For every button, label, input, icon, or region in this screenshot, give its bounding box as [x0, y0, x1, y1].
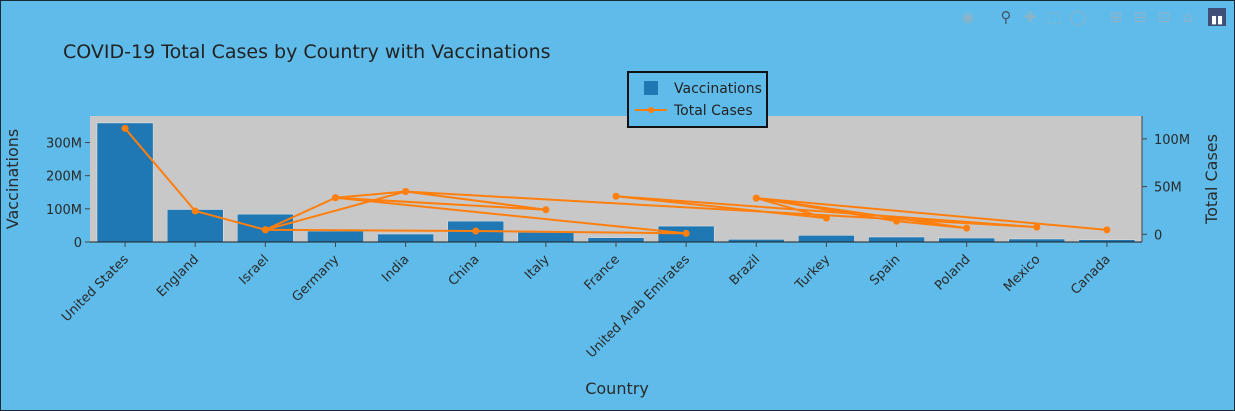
y-axis-ticks: 0 100M 200M 300M — [46, 137, 90, 251]
point-poland[interactable] — [963, 224, 971, 232]
line-series — [121, 124, 1111, 237]
point-canada[interactable] — [1103, 226, 1111, 234]
point-germany[interactable] — [331, 194, 339, 202]
point-turkey[interactable] — [822, 214, 830, 222]
box-select-icon[interactable]: ⬚ — [1046, 8, 1062, 26]
y-tick-label: 0 — [74, 236, 82, 251]
x-tick-label: United States — [59, 252, 132, 325]
bar-turkey[interactable] — [798, 235, 855, 243]
point-brazil[interactable] — [752, 194, 760, 202]
legend[interactable]: Vaccinations Total Cases — [627, 71, 768, 128]
y-tick-label: 200M — [46, 170, 82, 185]
zoom-in-icon[interactable]: ⊞ — [1109, 8, 1123, 26]
bar-france[interactable] — [587, 237, 645, 243]
bar-spain[interactable] — [868, 236, 925, 243]
x-tick-label: Turkey — [792, 252, 833, 293]
point-france[interactable] — [612, 192, 620, 200]
bar-united-states[interactable] — [96, 122, 154, 243]
bar-india[interactable] — [377, 233, 434, 243]
y-axis-title: Vaccinations — [3, 129, 22, 229]
y-tick-label: 100M — [46, 203, 82, 218]
point-england[interactable] — [191, 207, 199, 215]
y2-tick-label: 50M — [1154, 181, 1182, 196]
zoom-icon[interactable]: ⚲ — [1000, 8, 1012, 26]
legend-label-total-cases: Total Cases — [673, 103, 753, 119]
x-tick-label: China — [446, 252, 483, 289]
x-tick-label: Israel — [236, 252, 272, 288]
bar-series — [96, 122, 1136, 243]
legend-label-vaccinations: Vaccinations — [674, 81, 762, 97]
x-tick-label: England — [154, 252, 202, 300]
point-united-states[interactable] — [121, 124, 129, 132]
x-tick-label: Spain — [867, 252, 903, 288]
zoom-out-icon[interactable]: ⊟ — [1133, 8, 1147, 26]
home-icon[interactable]: ⌂ — [1183, 8, 1193, 26]
point-mexico[interactable] — [1033, 223, 1041, 231]
y2-axis-ticks: 0 50M 100M — [1141, 116, 1190, 243]
x-tick-label: Germany — [289, 252, 342, 305]
x-tick-label: Poland — [932, 252, 973, 293]
y2-axis-title: Total Cases — [1202, 134, 1221, 225]
modebar: ◉ ⚲ ✚ ⬚ ◯ ⊞ ⊟ ⊡ ⌂ ▮▮ — [958, 7, 1226, 27]
x-tick-label: Canada — [1068, 252, 1114, 298]
legend-swatch-vaccinations — [644, 81, 658, 95]
plotly-logo-icon[interactable]: ▮▮ — [1208, 8, 1226, 26]
legend-marker-total-cases — [648, 107, 654, 113]
bar-italy[interactable] — [517, 232, 575, 243]
bar-poland[interactable] — [938, 237, 995, 243]
point-israel[interactable] — [261, 226, 269, 234]
chart-title: COVID-19 Total Cases by Country with Vac… — [63, 41, 551, 63]
x-tick-label: India — [379, 252, 412, 285]
point-united-arab-emirates[interactable] — [682, 229, 690, 237]
point-india[interactable] — [402, 188, 410, 196]
camera-icon[interactable]: ◉ — [961, 8, 975, 26]
x-tick-label: Italy — [522, 252, 553, 283]
lasso-icon[interactable]: ◯ — [1069, 8, 1087, 26]
x-tick-label: Mexico — [1001, 252, 1044, 295]
pan-icon[interactable]: ✚ — [1023, 8, 1037, 26]
y2-tick-label: 100M — [1154, 133, 1190, 148]
y-tick-label: 300M — [46, 137, 82, 152]
x-tick-label: Brazil — [727, 252, 763, 288]
y2-tick-label: 0 — [1154, 228, 1162, 243]
bar-germany[interactable] — [307, 230, 364, 243]
x-axis-ticks: United States England Israel Germany India Ch… — [59, 242, 1114, 361]
point-spain[interactable] — [893, 217, 901, 225]
point-italy[interactable] — [542, 206, 550, 214]
autoscale-icon[interactable]: ⊡ — [1157, 8, 1171, 26]
x-axis-title: Country — [585, 379, 649, 398]
point-china[interactable] — [472, 227, 480, 235]
x-tick-label: France — [582, 252, 623, 293]
